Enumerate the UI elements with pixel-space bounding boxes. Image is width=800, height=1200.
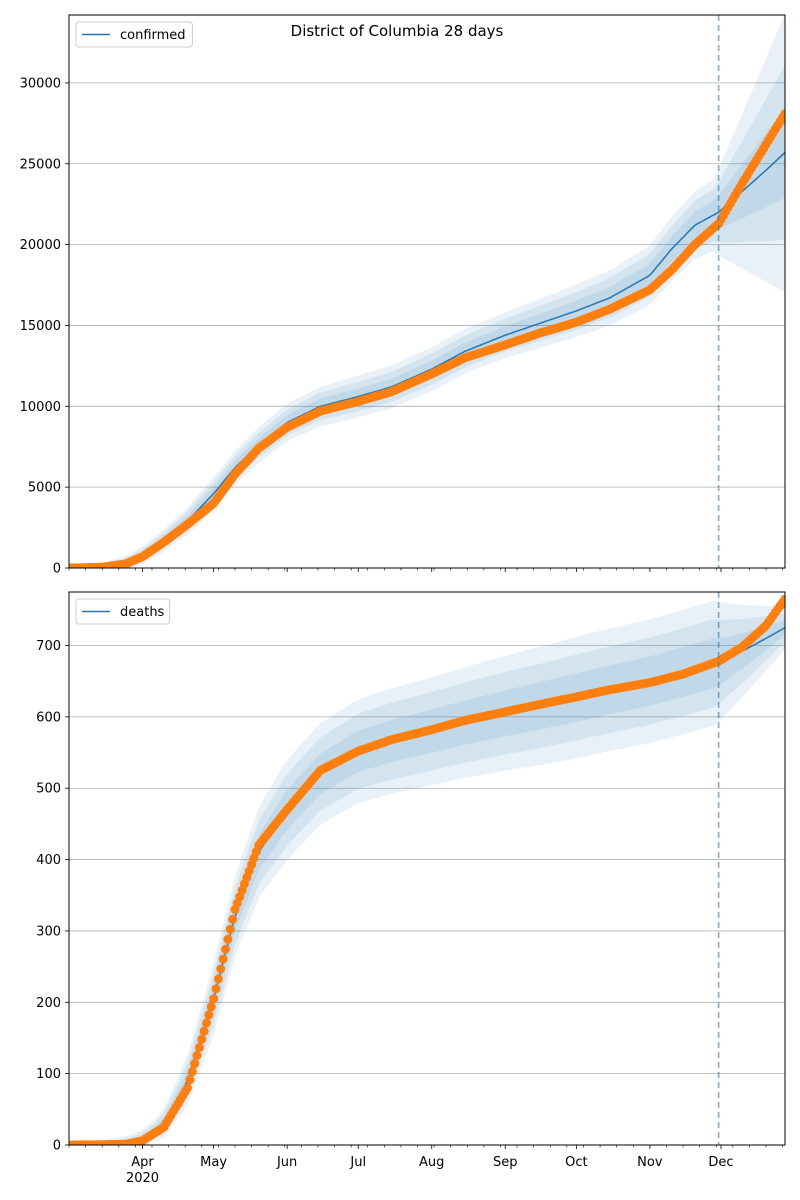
legend-box bbox=[75, 21, 193, 48]
x-tick-label: Sep bbox=[493, 1155, 518, 1170]
observed-point bbox=[194, 1042, 204, 1052]
y-tick-label: 100 bbox=[36, 1067, 61, 1082]
observed-point bbox=[216, 964, 226, 974]
legend: confirmed bbox=[75, 21, 193, 48]
x-tick-label: May bbox=[200, 1155, 227, 1170]
y-tick-label: 400 bbox=[36, 853, 61, 868]
observed-point bbox=[202, 1018, 211, 1028]
uncertainty-band-1 bbox=[69, 600, 785, 1145]
x-tick-label: Dec bbox=[708, 1155, 733, 1170]
axes-frame bbox=[68, 591, 786, 1146]
axes-frame bbox=[68, 14, 786, 569]
plot-area bbox=[69, 15, 785, 568]
y-tick-label: 500 bbox=[36, 782, 61, 797]
observed-point bbox=[187, 1067, 197, 1077]
observed-point bbox=[221, 944, 230, 954]
observed-point bbox=[218, 954, 228, 964]
observed-point bbox=[211, 984, 221, 994]
observed-point bbox=[185, 1075, 195, 1085]
observed-point bbox=[197, 1034, 207, 1044]
legend-label: deaths bbox=[120, 605, 165, 620]
x-tick-sublabel: 2020 bbox=[126, 1171, 159, 1186]
observed-point bbox=[223, 934, 233, 944]
y-tick-label: 300 bbox=[36, 924, 61, 939]
x-tick-label: Nov bbox=[637, 1155, 663, 1170]
observed-point bbox=[209, 994, 219, 1004]
observed-point bbox=[780, 594, 785, 604]
legend: deaths bbox=[75, 598, 171, 625]
observed-point bbox=[228, 914, 238, 924]
x-tick-label: Aug bbox=[419, 1155, 444, 1170]
y-tick-label: 25000 bbox=[20, 157, 61, 172]
chart-title: District of Columbia 28 days bbox=[291, 22, 504, 40]
legend-box bbox=[75, 598, 171, 625]
x-tick-label: Jul bbox=[349, 1155, 366, 1170]
y-tick-label: 0 bbox=[53, 1139, 61, 1154]
chart-panel-1: 0 5000 10000 15000 20000 25000 30000 confirmed bbox=[20, 14, 786, 577]
y-tick-label: 600 bbox=[36, 710, 61, 725]
observed-point bbox=[780, 109, 785, 119]
uncertainty-band-3 bbox=[69, 107, 785, 568]
observed-point bbox=[183, 1083, 192, 1093]
y-tick-label: 30000 bbox=[20, 76, 61, 91]
y-tick-label: 700 bbox=[36, 639, 61, 654]
y-tick-label: 10000 bbox=[20, 400, 61, 415]
observed-point bbox=[199, 1026, 209, 1036]
y-tick-label: 20000 bbox=[20, 238, 61, 253]
x-tick-label: Jun bbox=[276, 1155, 297, 1170]
uncertainty-band-3 bbox=[69, 620, 785, 1145]
legend-label: confirmed bbox=[120, 28, 186, 43]
observed-point bbox=[204, 1010, 214, 1020]
plot-area bbox=[69, 592, 785, 1145]
observed-point bbox=[192, 1051, 202, 1060]
x-tick-label: Oct bbox=[565, 1155, 587, 1170]
observed-point bbox=[213, 974, 223, 984]
y-tick-label: 15000 bbox=[20, 319, 61, 334]
observed-point bbox=[190, 1059, 200, 1069]
y-tick-label: 0 bbox=[53, 562, 61, 577]
observed-point bbox=[225, 924, 235, 934]
y-tick-label: 200 bbox=[36, 996, 61, 1011]
y-tick-label: 5000 bbox=[28, 481, 61, 496]
x-tick-label: Apr bbox=[131, 1155, 154, 1170]
observed-point bbox=[206, 1002, 216, 1012]
